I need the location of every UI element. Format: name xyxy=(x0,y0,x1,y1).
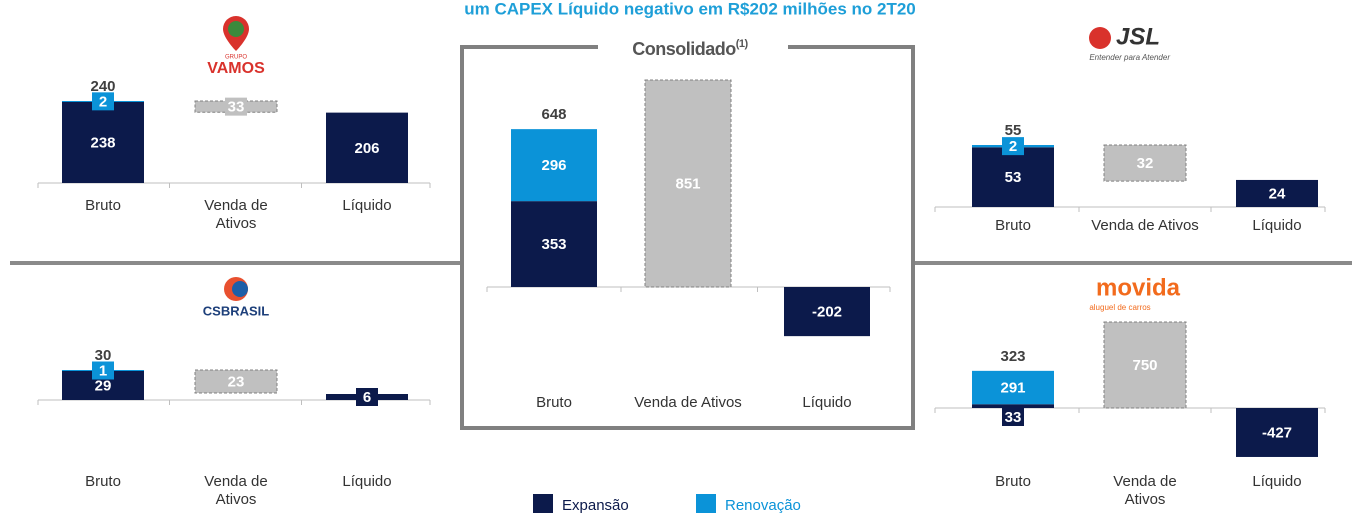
bar-segment xyxy=(62,101,144,183)
logo-text: aluguel de carros xyxy=(1089,303,1150,312)
logo-text: GRUPO xyxy=(225,55,247,61)
legend-label: Expansão xyxy=(562,497,629,513)
sale-bar xyxy=(644,79,732,288)
label-box xyxy=(92,92,114,111)
logo-text: movida xyxy=(1096,274,1181,301)
net-bar xyxy=(326,112,408,183)
title-backdrop xyxy=(598,38,788,60)
label-box xyxy=(92,361,114,380)
data-label: 33 xyxy=(1005,409,1022,426)
label-box xyxy=(225,97,247,116)
logo-text: CSBRASIL xyxy=(203,303,270,318)
net-bar xyxy=(784,287,870,337)
total-label: 240 xyxy=(90,78,115,95)
total-label: 323 xyxy=(1000,348,1025,365)
legend-swatch xyxy=(533,494,553,513)
net-bar xyxy=(1236,408,1318,457)
bar-segment xyxy=(511,129,597,202)
x-tick-label: Venda de Ativos xyxy=(634,394,742,411)
data-label: 2 xyxy=(1009,138,1017,155)
logo-text: JSL xyxy=(1116,23,1160,50)
x-tick-label: Líquido xyxy=(342,197,392,214)
data-label: -202 xyxy=(812,304,842,321)
panel-title-text: Consolidado xyxy=(632,39,736,59)
x-tick-label: Bruto xyxy=(536,394,572,411)
data-label: 32 xyxy=(1137,155,1154,172)
data-label: 750 xyxy=(1132,357,1157,374)
sale-bar xyxy=(1103,144,1187,182)
data-label: 296 xyxy=(541,157,566,174)
data-label: 353 xyxy=(541,236,566,253)
vamos-icon xyxy=(228,21,244,37)
data-label: 6 xyxy=(363,389,371,406)
x-tick-label: Bruto xyxy=(85,473,121,490)
x-tick-label: Líquido xyxy=(1252,217,1302,234)
data-label: 33 xyxy=(228,99,245,116)
panel-title-note: (1) xyxy=(736,38,749,50)
x-tick-label: Bruto xyxy=(85,197,121,214)
panel-title: Consolidado(1) xyxy=(632,38,748,59)
x-tick-label: Líquido xyxy=(342,473,392,490)
bar-segment xyxy=(511,201,597,287)
jsl-icon xyxy=(1089,27,1111,49)
data-label: 1 xyxy=(99,362,107,379)
data-label: 53 xyxy=(1005,169,1022,186)
logo-text: VAMOS xyxy=(207,60,265,77)
data-label: 851 xyxy=(675,175,700,192)
bar-segment xyxy=(972,147,1054,207)
logo-text: Entender para Atender xyxy=(1089,53,1170,62)
data-label: 23 xyxy=(228,373,245,390)
data-label: 238 xyxy=(90,134,115,151)
total-label: 55 xyxy=(1005,122,1022,139)
x-tick-label: Líquido xyxy=(1252,473,1302,490)
legend-label: Renovação xyxy=(725,497,801,513)
bar-segment xyxy=(972,370,1054,405)
x-tick-label: Venda de Ativos xyxy=(1113,473,1177,508)
data-label: 2 xyxy=(99,93,107,110)
net-bar xyxy=(1236,179,1318,207)
label-box xyxy=(1002,408,1024,426)
bar-segment xyxy=(972,404,1054,408)
x-tick-label: Venda de Ativos xyxy=(204,197,268,232)
x-tick-label: Bruto xyxy=(995,217,1031,234)
data-label: 291 xyxy=(1000,380,1025,397)
total-label: 30 xyxy=(95,347,112,364)
legend-swatch xyxy=(696,494,716,513)
total-label: 648 xyxy=(541,106,566,123)
data-label: 206 xyxy=(354,140,379,157)
data-label: 24 xyxy=(1269,185,1286,202)
sale-bar xyxy=(1103,321,1187,409)
label-box xyxy=(1002,137,1024,156)
x-tick-label: Líquido xyxy=(802,394,852,411)
slide-title: um CAPEX Líquido negativo em R$202 milhõ… xyxy=(464,0,916,18)
csbrasil-icon xyxy=(232,281,248,297)
label-box xyxy=(356,388,378,406)
x-tick-label: Bruto xyxy=(995,473,1031,490)
data-label: 29 xyxy=(95,377,112,394)
data-label: -427 xyxy=(1262,424,1292,441)
x-tick-label: Venda de Ativos xyxy=(1091,217,1199,234)
sale-bar xyxy=(194,369,278,394)
x-tick-label: Venda de Ativos xyxy=(204,473,268,508)
